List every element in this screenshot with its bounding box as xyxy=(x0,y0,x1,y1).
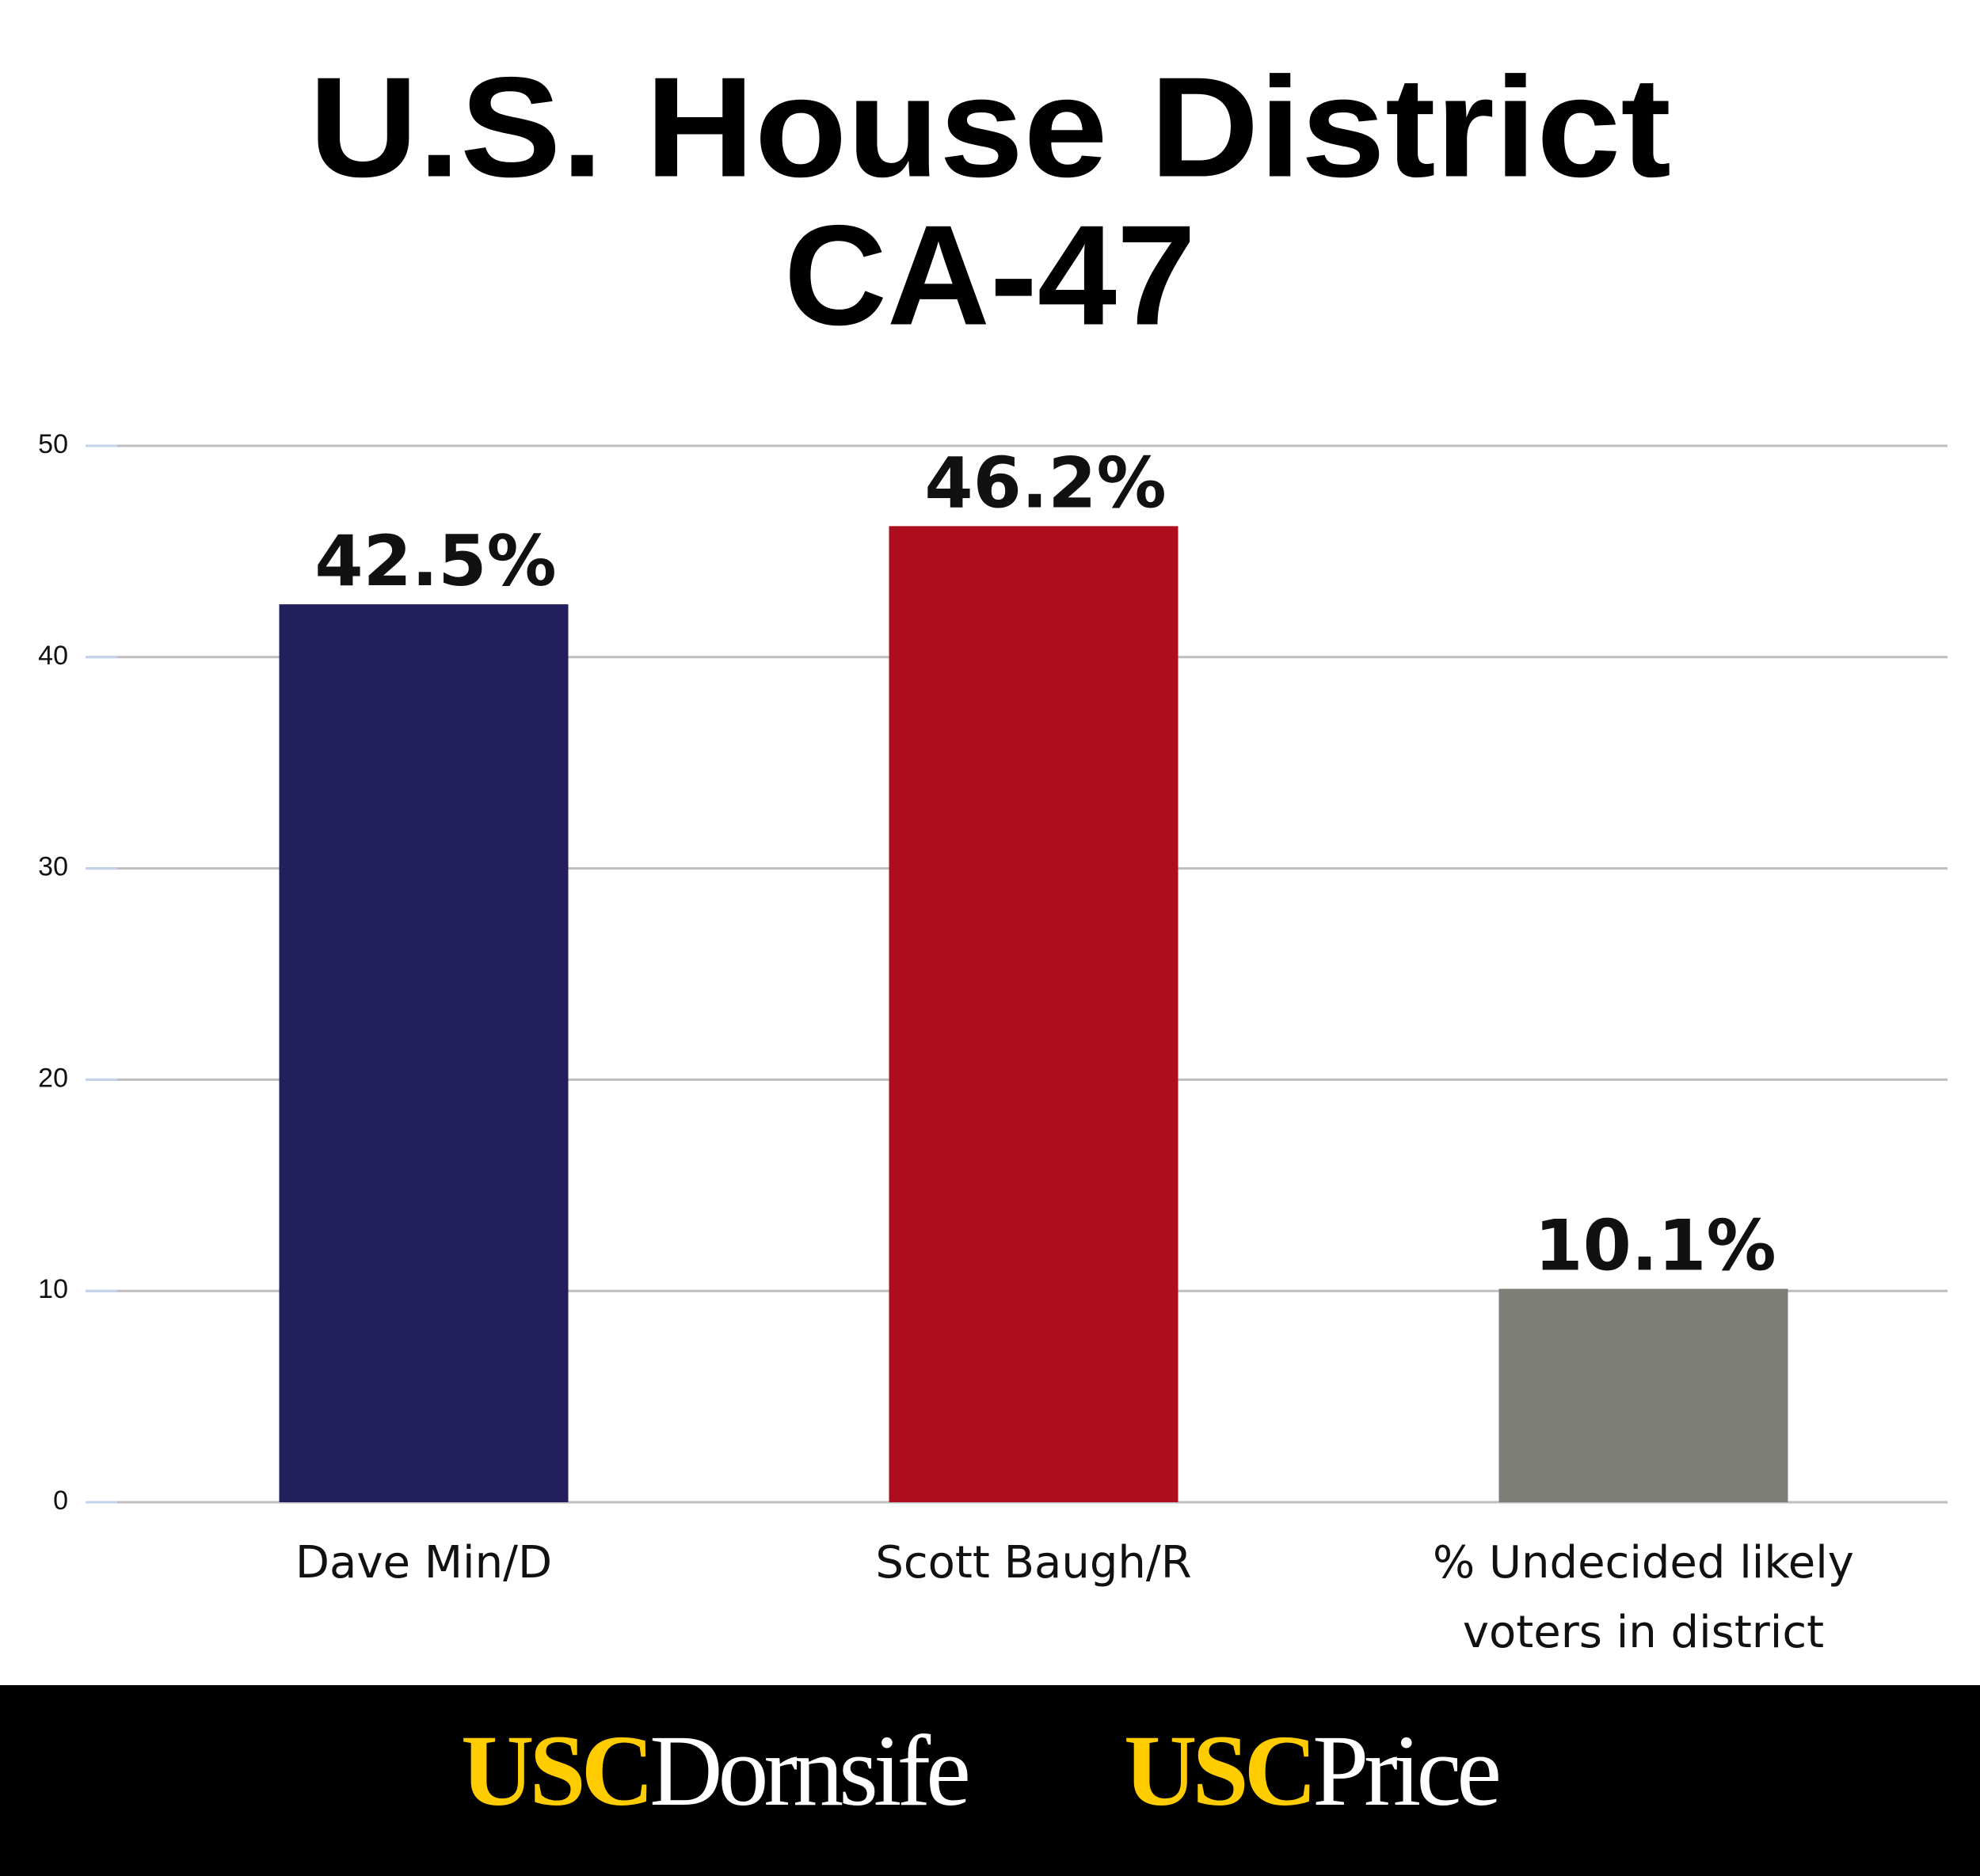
y-tick-label: 30 xyxy=(38,852,68,882)
x-tick-label: Scott Baugh/R xyxy=(875,1537,1192,1589)
y-tick-label: 40 xyxy=(38,641,68,671)
bar xyxy=(279,604,569,1502)
bar xyxy=(889,526,1178,1502)
chart-title: CA-47 xyxy=(784,196,1196,356)
y-tick-label: 0 xyxy=(53,1486,68,1516)
x-tick-label: Dave Min/D xyxy=(295,1537,553,1589)
footer-band xyxy=(0,1685,1980,1876)
value-label: 42.5% xyxy=(314,520,556,602)
logo-usc: USC xyxy=(1124,1714,1312,1827)
logo-school: Price xyxy=(1312,1714,1498,1827)
y-tick-label: 20 xyxy=(38,1063,68,1093)
logo: USCDornsife xyxy=(461,1714,968,1827)
chart-title: U.S. House District xyxy=(309,48,1671,207)
value-label: 46.2% xyxy=(924,442,1166,523)
logo-usc: USC xyxy=(461,1714,649,1827)
value-label: 10.1% xyxy=(1534,1204,1776,1286)
bar xyxy=(1498,1288,1788,1502)
y-tick-label: 10 xyxy=(38,1274,68,1304)
logo: USCPrice xyxy=(1124,1714,1498,1827)
x-tick-label: % Undecided likely voters in district xyxy=(1433,1537,1854,1658)
y-tick-label: 50 xyxy=(38,429,68,459)
logo-school: Dornsife xyxy=(649,1714,968,1827)
